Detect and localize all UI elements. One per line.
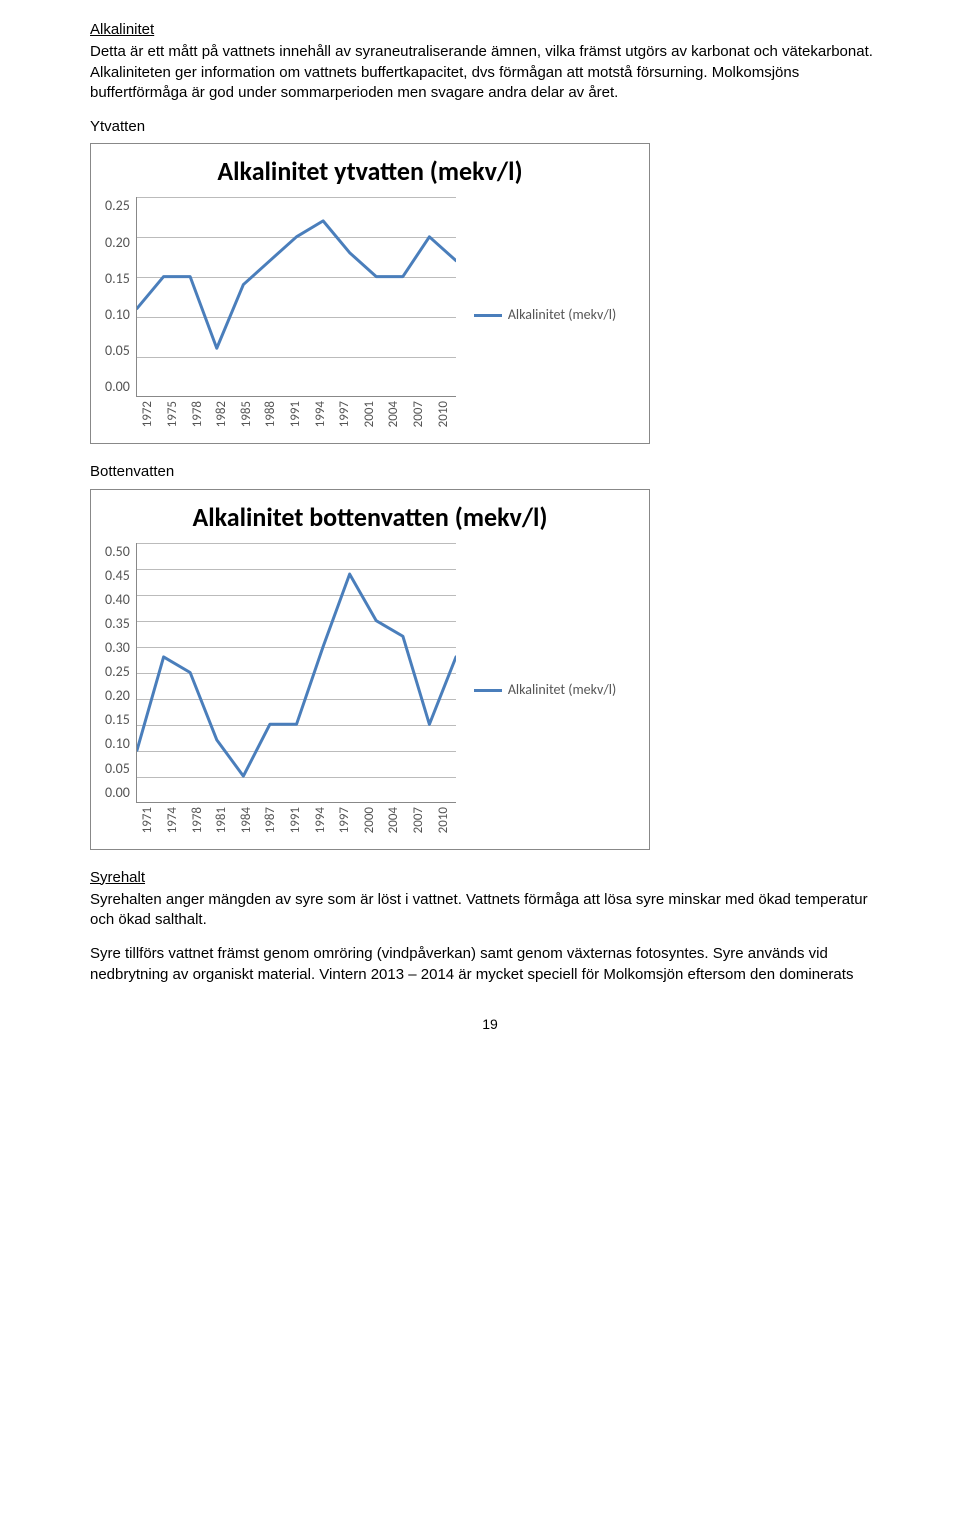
ytick-label: 0.25 [105, 663, 130, 682]
chart-bottenvatten-xlabels: 1971197419781981198419871991199419972000… [136, 807, 456, 839]
subheading-bottenvatten: Bottenvatten [90, 462, 890, 482]
chart-bottenvatten-legend: Alkalinitet (mekv/l) [456, 543, 616, 839]
xtick-label: 1984 [234, 807, 259, 839]
chart-bottenvatten-title: Alkalinitet bottenvatten (mekv/l) [105, 500, 635, 535]
ytick-label: 0.10 [105, 735, 130, 754]
xtick-label: 2004 [382, 807, 407, 839]
ytick-label: 0.35 [105, 615, 130, 634]
ytick-label: 0.45 [105, 567, 130, 586]
xtick-label: 1994 [308, 807, 333, 839]
xtick-label: 2004 [382, 401, 407, 433]
ytick-label: 0.00 [105, 378, 130, 397]
xtick-label: 2000 [357, 807, 382, 839]
para-syrehalt-1: Syrehalten anger mängden av syre som är … [90, 890, 890, 931]
xtick-label: 1987 [259, 807, 284, 839]
page-number: 19 [90, 1015, 890, 1034]
chart-bottenvatten-legend-label: Alkalinitet (mekv/l) [508, 681, 616, 700]
xtick-label: 2001 [357, 401, 382, 433]
xtick-label: 1997 [333, 401, 358, 433]
chart-ytvatten-legend: Alkalinitet (mekv/l) [456, 197, 616, 433]
ytick-label: 0.50 [105, 543, 130, 562]
chart-bottenvatten-plot [136, 543, 456, 803]
ytick-label: 0.05 [105, 760, 130, 779]
chart-ytvatten-ylabels: 0.25 0.20 0.15 0.10 0.05 0.00 [105, 197, 136, 397]
xtick-label: 1972 [136, 401, 161, 433]
ytick-label: 0.25 [105, 197, 130, 216]
ytick-label: 0.40 [105, 591, 130, 610]
xtick-label: 2007 [407, 807, 432, 839]
xtick-label: 1981 [210, 807, 235, 839]
xtick-label: 1978 [185, 401, 210, 433]
para-alkalinitet-intro: Detta är ett mått på vattnets innehåll a… [90, 42, 890, 103]
chart-ytvatten-plot [136, 197, 456, 397]
ytick-label: 0.15 [105, 711, 130, 730]
heading-alkalinitet: Alkalinitet [90, 20, 890, 40]
ytick-label: 0.30 [105, 639, 130, 658]
xtick-label: 1978 [185, 807, 210, 839]
heading-syrehalt: Syrehalt [90, 868, 145, 888]
xtick-label: 1988 [259, 401, 284, 433]
xtick-label: 1975 [160, 401, 185, 433]
xtick-label: 2007 [407, 401, 432, 433]
para-syrehalt-2: Syre tillförs vattnet främst genom omrör… [90, 944, 890, 985]
chart-bottenvatten-ylabels: 0.50 0.45 0.40 0.35 0.30 0.25 0.20 0.15 0.10 0.05… [105, 543, 136, 803]
chart-ytvatten-title: Alkalinitet ytvatten (mekv/l) [105, 154, 635, 189]
xtick-label: 1991 [283, 807, 308, 839]
xtick-label: 1997 [333, 807, 358, 839]
ytick-label: 0.20 [105, 687, 130, 706]
ytick-label: 0.10 [105, 306, 130, 325]
chart-ytvatten: Alkalinitet ytvatten (mekv/l) 0.250.200.… [90, 143, 650, 444]
chart-bottenvatten-line [137, 543, 456, 802]
xtick-label: 1994 [308, 401, 333, 433]
legend-swatch-icon [474, 689, 502, 692]
xtick-label: 1991 [283, 401, 308, 433]
ytick-label: 0.05 [105, 342, 130, 361]
xtick-label: 2010 [431, 401, 456, 433]
chart-ytvatten-legend-label: Alkalinitet (mekv/l) [508, 306, 616, 325]
chart-ytvatten-line [137, 197, 456, 396]
ytick-label: 0.15 [105, 270, 130, 289]
chart-ytvatten-xlabels: 1972197519781982198519881991199419972001… [136, 401, 456, 433]
xtick-label: 1971 [136, 807, 161, 839]
ytick-label: 0.20 [105, 234, 130, 253]
subheading-ytvatten: Ytvatten [90, 117, 890, 137]
xtick-label: 1982 [210, 401, 235, 433]
legend-swatch-icon [474, 314, 502, 317]
chart-bottenvatten: Alkalinitet bottenvatten (mekv/l) 0.500.… [90, 489, 650, 850]
xtick-label: 1974 [160, 807, 185, 839]
ytick-label: 0.00 [105, 784, 130, 803]
xtick-label: 2010 [431, 807, 456, 839]
xtick-label: 1985 [234, 401, 259, 433]
